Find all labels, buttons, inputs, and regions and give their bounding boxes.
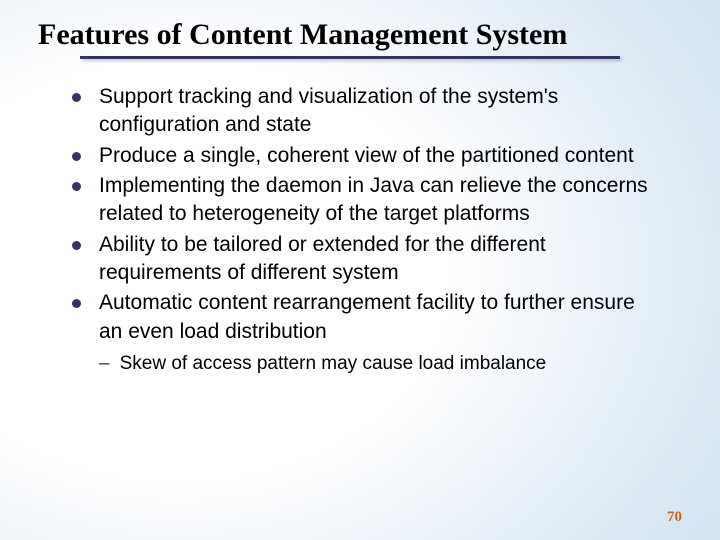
list-item: Implementing the daemon in Java can reli… [72, 172, 660, 229]
bullet-text: Produce a single, coherent view of the p… [99, 142, 634, 170]
slide-container: Features of Content Management System Su… [0, 0, 720, 540]
list-item: Ability to be tailored or extended for t… [72, 231, 660, 288]
bullet-icon [72, 182, 81, 191]
sub-list-item: – Skew of access pattern may cause load … [99, 352, 660, 377]
bullet-icon [72, 241, 81, 250]
page-number: 70 [667, 509, 682, 526]
dash-icon: – [99, 352, 110, 377]
bullet-text: Implementing the daemon in Java can reli… [99, 172, 660, 229]
list-item: Support tracking and visualization of th… [72, 83, 660, 140]
content-area: Support tracking and visualization of th… [72, 83, 660, 377]
list-item: Automatic content rearrangement facility… [72, 289, 660, 346]
sub-bullet-list: – Skew of access pattern may cause load … [99, 352, 660, 377]
title-underline [80, 56, 620, 59]
bullet-list: Support tracking and visualization of th… [72, 83, 660, 346]
bullet-text: Ability to be tailored or extended for t… [99, 231, 660, 288]
sub-bullet-text: Skew of access pattern may cause load im… [120, 352, 547, 377]
slide-title: Features of Content Management System [38, 18, 690, 52]
bullet-icon [72, 152, 81, 161]
list-item: Produce a single, coherent view of the p… [72, 142, 660, 170]
bullet-text: Support tracking and visualization of th… [99, 83, 660, 140]
bullet-icon [72, 299, 81, 308]
bullet-icon [72, 93, 81, 102]
bullet-text: Automatic content rearrangement facility… [99, 289, 660, 346]
